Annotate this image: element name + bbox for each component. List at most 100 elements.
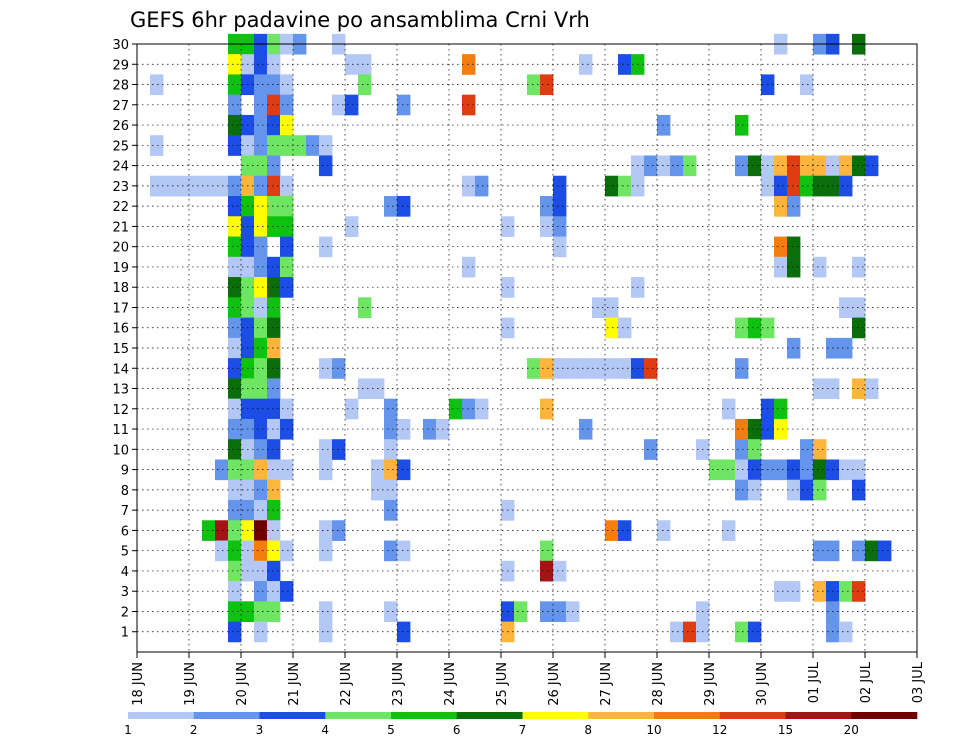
- heatmap-cell: [254, 216, 268, 237]
- heatmap-cell: [839, 155, 853, 177]
- colorbar-tick-label: 15: [778, 723, 793, 737]
- heatmap-cell: [267, 297, 281, 318]
- heatmap-cell: [228, 54, 242, 75]
- y-tick-label: 5: [121, 545, 129, 560]
- heatmap-cell: [852, 317, 866, 339]
- heatmap-cell: [228, 297, 242, 318]
- y-tick-label: 8: [121, 484, 129, 499]
- colorbar-segment: [719, 712, 786, 719]
- colorbar-segment: [128, 712, 195, 719]
- heatmap-cell: [150, 135, 164, 156]
- heatmap-cell: [787, 337, 801, 359]
- colorbar-tick-label: 1: [124, 723, 132, 737]
- x-tick-label: 27 JUN: [599, 662, 614, 706]
- heatmap-cell: [319, 459, 333, 481]
- heatmap-cell: [670, 621, 684, 643]
- heatmap-cell: [748, 479, 762, 501]
- heatmap-cell: [332, 358, 346, 379]
- heatmap-cell: [605, 358, 619, 379]
- colorbar-segment: [193, 712, 260, 719]
- heatmap-cell: [865, 540, 879, 562]
- y-tick-label: 24: [112, 160, 129, 175]
- heatmap-cell: [839, 297, 853, 318]
- heatmap-cell: [254, 581, 268, 602]
- heatmap-cell: [319, 358, 333, 379]
- heatmap-cell: [280, 74, 294, 96]
- colorbar-legend: 1 2 3 4 5 6 7 8 10 12 15 20: [124, 712, 918, 737]
- heatmap-cell: [748, 439, 762, 460]
- heatmap-cell: [644, 155, 658, 177]
- heatmap-cell: [280, 398, 294, 420]
- x-tick-label: 18 JUN: [131, 662, 146, 706]
- heatmap-cell: [462, 256, 476, 278]
- heatmap-cell: [319, 236, 333, 258]
- heatmap-cell: [267, 560, 281, 582]
- heatmap-cell: [852, 479, 866, 501]
- y-tick-label: 2: [121, 605, 129, 620]
- heatmap-cell: [228, 479, 242, 501]
- heatmap-cell: [618, 54, 632, 75]
- heatmap-cell: [254, 459, 268, 481]
- heatmap-cell: [579, 418, 593, 440]
- heatmap-cell: [267, 479, 281, 501]
- heatmap-cell: [735, 479, 749, 501]
- heatmap-cell: [267, 337, 281, 359]
- heatmap-cell: [462, 94, 476, 116]
- heatmap-cell: [280, 175, 294, 197]
- heatmap-cell: [774, 418, 788, 440]
- colorbar-tick-label: 7: [519, 723, 527, 737]
- heatmap-cell: [254, 114, 268, 136]
- heatmap-cell: [332, 94, 346, 116]
- heatmap-cell: [228, 378, 242, 400]
- heatmap-cell: [787, 155, 801, 177]
- y-tick-label: 1: [121, 626, 129, 641]
- heatmap-cell: [722, 459, 736, 481]
- y-tick-label: 9: [121, 464, 129, 479]
- heatmap-cell: [787, 459, 801, 481]
- heatmap-cell: [579, 54, 593, 75]
- y-tick-label: 28: [112, 79, 129, 94]
- heatmap-cell: [813, 256, 827, 278]
- heatmap-cell: [228, 175, 242, 197]
- x-tick-label: 21 JUN: [287, 662, 302, 706]
- y-axis: 1234567891011121314151617181920212223242…: [112, 38, 137, 641]
- heatmap-cell: [527, 74, 541, 96]
- heatmap-cell: [267, 216, 281, 237]
- y-tick-label: 10: [112, 443, 129, 458]
- heatmap-cell: [267, 540, 281, 562]
- y-tick-label: 26: [112, 119, 129, 134]
- heatmap-cell: [683, 155, 697, 177]
- heatmap-cell: [254, 155, 268, 177]
- heatmap-cell: [280, 277, 294, 298]
- heatmap-cell: [228, 135, 242, 156]
- heatmap-cell: [228, 256, 242, 278]
- heatmap-cell: [293, 135, 307, 156]
- colorbar-tick-label: 20: [844, 723, 859, 737]
- heatmap-cell: [787, 479, 801, 501]
- heatmap-cell: [332, 439, 346, 460]
- heatmap-cell: [657, 155, 671, 177]
- heatmap-cell: [254, 297, 268, 318]
- heatmap-cell: [228, 601, 242, 622]
- heatmap-cell: [397, 94, 411, 116]
- heatmap-cell: [800, 155, 814, 177]
- heatmap-cell: [384, 540, 398, 562]
- y-tick-label: 25: [112, 139, 129, 154]
- heatmap-cell: [553, 175, 567, 197]
- heatmap-cell: [748, 418, 762, 440]
- heatmap-cell: [787, 581, 801, 602]
- heatmap-cell: [280, 94, 294, 116]
- heatmap-cell: [839, 459, 853, 481]
- heatmap-cell: [254, 398, 268, 420]
- heatmap-cell: [735, 317, 749, 339]
- heatmap-cell: [163, 175, 177, 197]
- heatmap-cell: [384, 459, 398, 481]
- heatmap-cell: [384, 479, 398, 501]
- heatmap-cell: [605, 520, 619, 541]
- heatmap-cell: [813, 378, 827, 400]
- heatmap-cell: [228, 581, 242, 602]
- heatmap-cell: [540, 540, 554, 562]
- heatmap-cell: [254, 236, 268, 258]
- heatmap-cell: [423, 418, 437, 440]
